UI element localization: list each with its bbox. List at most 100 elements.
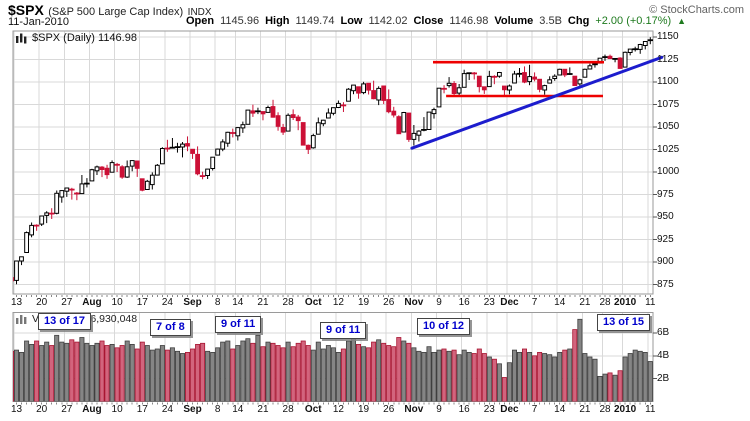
candle-doji — [612, 58, 618, 60]
candle-body — [431, 109, 437, 115]
candle-body — [19, 256, 24, 262]
volume-bar — [205, 350, 211, 402]
volume-bar — [340, 348, 346, 402]
axis-ticks — [16, 36, 657, 405]
candle-body — [366, 82, 372, 91]
volume-bars — [13, 318, 653, 402]
volume-bar — [517, 351, 523, 402]
candle-body — [391, 110, 397, 116]
candle-body — [215, 148, 221, 156]
volume-bar — [512, 349, 518, 402]
volume-bar — [215, 347, 221, 402]
candle-body — [210, 156, 216, 169]
trendline — [410, 55, 664, 150]
candle-doji — [592, 63, 598, 66]
quote-high-value: 1149.74 — [295, 15, 335, 27]
volume-bar — [134, 348, 140, 402]
volume-bar — [300, 340, 306, 402]
candle-body — [426, 111, 432, 130]
quote-date: 11-Jan-2010 — [8, 16, 69, 28]
candle-body — [139, 178, 145, 191]
volume-bar — [305, 345, 311, 402]
quote-summary: Open 1145.96 High 1149.74 Low 1142.02 Close 114… — [186, 15, 686, 27]
candle-body — [315, 122, 321, 135]
volume-bar — [44, 341, 50, 402]
volume-bar — [210, 351, 216, 402]
volume-bar — [330, 347, 336, 402]
candle-body — [29, 224, 35, 236]
volume-bar — [184, 351, 190, 402]
candle-body — [376, 87, 382, 101]
volume-bar — [431, 351, 437, 402]
ticker-name: (S&P 500 Large Cap Index) — [48, 6, 184, 18]
candle-body — [320, 119, 326, 125]
candle-body — [270, 106, 276, 118]
candle-body — [336, 102, 341, 109]
candle-doji — [441, 87, 447, 90]
candle-body — [461, 73, 467, 88]
candle-body — [245, 109, 251, 125]
quote-open-label: Open — [186, 15, 215, 27]
volume-readout: Volume 4,176,930,048 — [15, 313, 137, 325]
candle-body — [637, 44, 643, 50]
candle-doji — [567, 73, 573, 75]
volume-bar — [270, 342, 276, 402]
volume-bar — [240, 340, 246, 402]
volume-bar — [607, 372, 613, 402]
volume-bar — [587, 356, 593, 402]
volume-bar — [285, 341, 291, 402]
volume-bar — [491, 358, 497, 402]
candle-doji — [69, 188, 75, 191]
volume-bar — [617, 370, 623, 402]
candle-body — [180, 143, 185, 148]
volume-bar — [396, 337, 402, 402]
candle-body — [607, 55, 613, 59]
candle-doji — [199, 175, 206, 177]
volume-bar — [361, 346, 367, 402]
volume-bar — [612, 374, 618, 402]
quote-volume-value: 3.5B — [539, 15, 562, 27]
candle-body — [642, 41, 648, 46]
volume-bar — [225, 340, 231, 402]
candle-body — [502, 85, 507, 91]
candle-body — [235, 127, 241, 137]
volume-bar — [69, 339, 75, 402]
candle-body — [456, 87, 462, 94]
volume-bar — [34, 340, 40, 402]
volume-bar — [190, 348, 196, 402]
candle-body — [305, 144, 311, 150]
volume-bar — [436, 349, 442, 402]
exchange-label: INDX — [187, 7, 212, 18]
candle-body — [381, 85, 387, 101]
candle-doji — [471, 72, 477, 75]
candle-doji — [230, 132, 236, 134]
volume-bar — [235, 345, 241, 402]
volume-bar — [411, 347, 417, 402]
quote-chg-label: Chg — [567, 15, 590, 27]
candle-body — [622, 51, 628, 68]
volume-bar — [260, 346, 266, 402]
volume-bar — [426, 346, 432, 402]
candle-body — [562, 68, 568, 76]
candle-body — [225, 131, 231, 144]
quote-high-label: High — [265, 15, 290, 27]
volume-bar — [345, 340, 351, 402]
volume-bar — [622, 356, 628, 402]
volume-bar — [471, 353, 477, 402]
volume-bar — [109, 343, 115, 402]
candle-body — [280, 127, 286, 133]
volume-bar — [265, 341, 271, 402]
volume-bar — [149, 349, 155, 402]
candle-body — [275, 115, 281, 127]
candle-doji — [255, 110, 261, 113]
volume-bar — [119, 345, 125, 402]
volume-bar — [139, 341, 145, 402]
candle-body — [99, 166, 105, 171]
candle-body — [24, 232, 30, 254]
volume-bar — [446, 350, 452, 402]
volume-bar — [552, 356, 558, 402]
volume-bar — [230, 348, 236, 402]
candle-body — [104, 167, 110, 176]
candle-body — [497, 72, 502, 77]
candle-body — [386, 99, 392, 113]
